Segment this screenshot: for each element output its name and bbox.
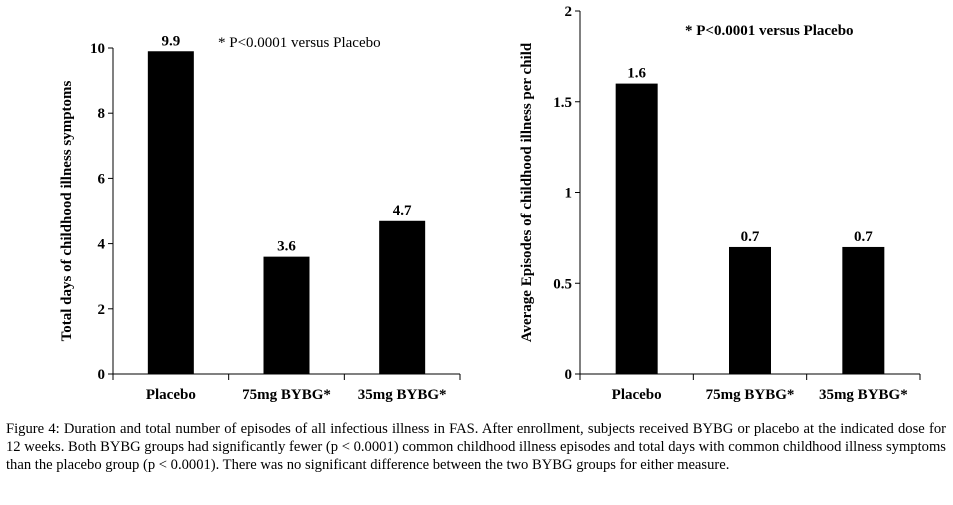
chart1-y-tick-label: 6 [98, 171, 106, 187]
chart2-y-tick-label: 0.5 [553, 276, 572, 292]
chart2-category-label: Placebo [612, 387, 662, 403]
chart2-y-axis-title: Average Episodes of childhood illness pe… [519, 42, 535, 342]
figure-caption-text: Duration and total number of episodes of… [6, 421, 946, 473]
chart1-annotation: * P<0.0001 versus Placebo [218, 35, 381, 51]
chart1-y-tick-label: 10 [90, 41, 105, 57]
chart1-data-label: 9.9 [161, 33, 180, 49]
chart2-y-tick-label: 1 [565, 186, 573, 202]
chart1-data-label: 3.6 [277, 239, 296, 255]
chart2-bar [842, 246, 885, 374]
chart2-category-label: 35mg BYBG* [819, 387, 908, 403]
chart1-y-tick-label: 4 [98, 237, 106, 253]
chart1-bar [263, 256, 310, 374]
figure-caption: Figure 4: Duration and total number of e… [6, 420, 946, 474]
chart2-bar [615, 83, 658, 374]
chart2-category-label: 75mg BYBG* [706, 387, 795, 403]
chart1-bar [147, 51, 194, 374]
chart1-bar [379, 220, 426, 374]
chart1-category-label: Placebo [146, 387, 196, 403]
chart2-y-tick-label: 0 [565, 367, 573, 383]
chart2-y-tick-label: 2 [565, 4, 573, 20]
chart2-annotation: * P<0.0001 versus Placebo [685, 23, 854, 39]
chart2-bar [729, 246, 771, 374]
chart1-y-tick-label: 0 [98, 367, 106, 383]
chart1-category-label: 35mg BYBG* [358, 387, 447, 403]
figure-caption-label: Figure 4: [6, 421, 60, 437]
chart2-y-tick-label: 1.5 [553, 95, 572, 111]
chart2-data-label: 1.6 [627, 66, 646, 82]
chart1-y-tick-label: 8 [98, 106, 106, 122]
chart1-y-tick-label: 2 [98, 302, 106, 318]
chart2-data-label: 0.7 [741, 229, 760, 245]
chart2-data-label: 0.7 [854, 229, 873, 245]
chart1-y-axis-title: Total days of childhood illness symptoms [59, 80, 75, 341]
chart1-data-label: 4.7 [393, 203, 412, 219]
chart1-category-label: 75mg BYBG* [242, 387, 331, 403]
